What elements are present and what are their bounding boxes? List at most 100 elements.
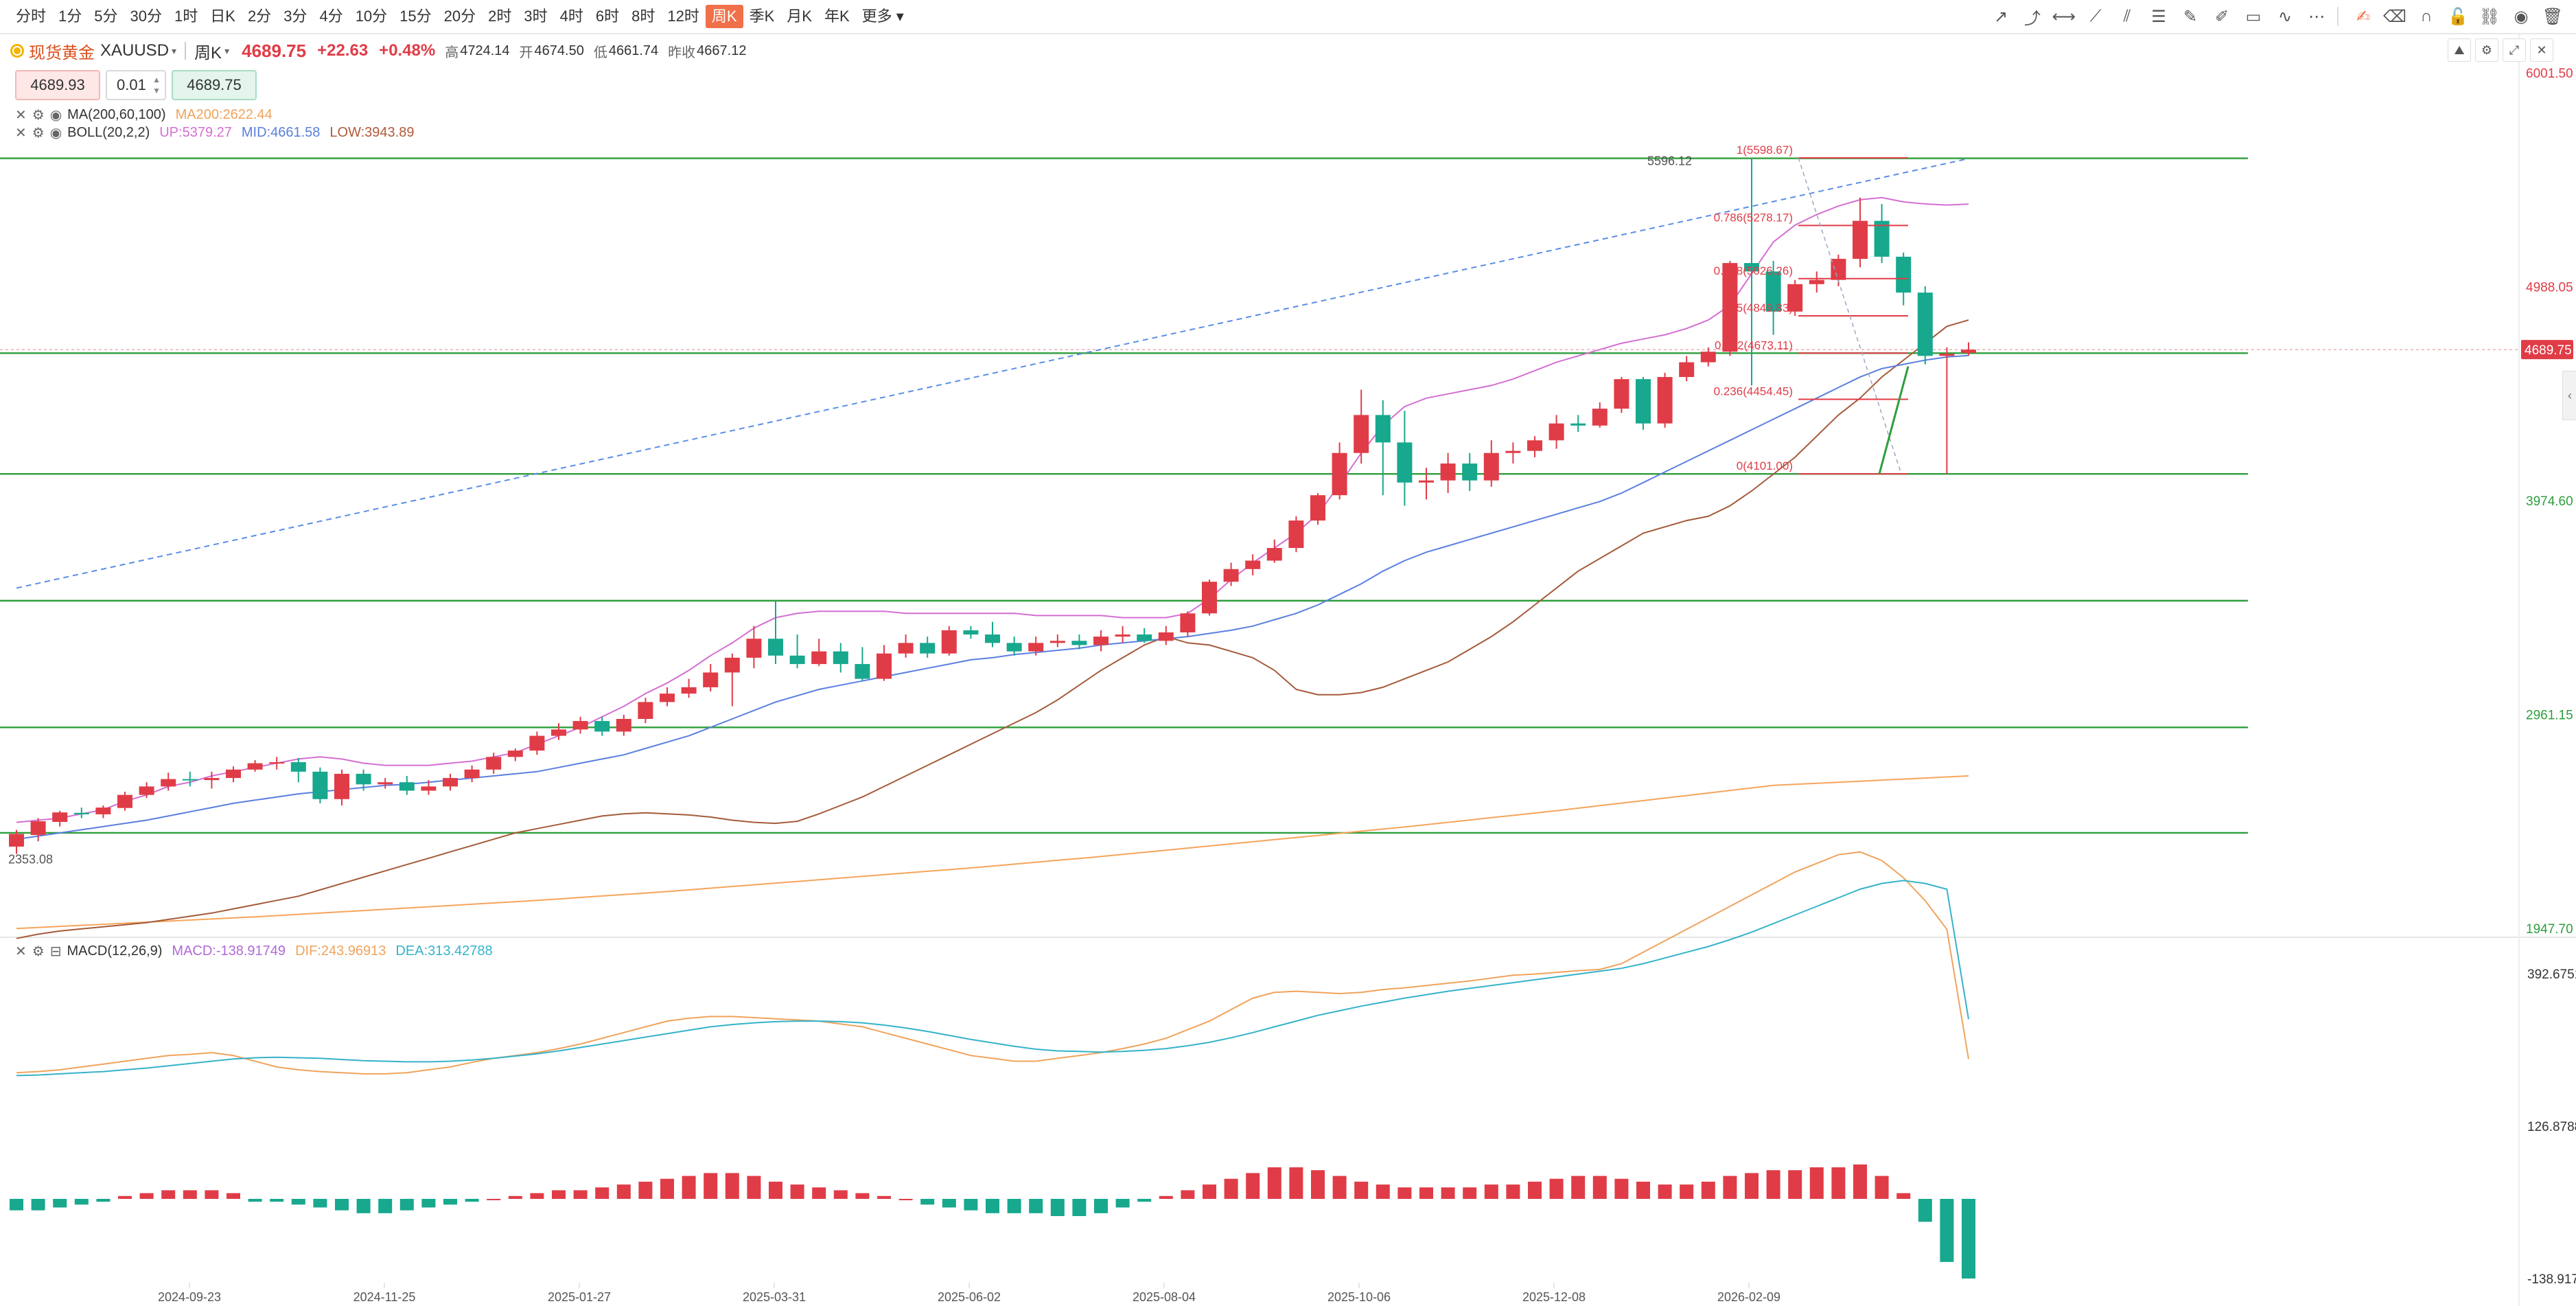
chain-icon[interactable]: ⛓ xyxy=(2479,7,2500,26)
macd-bar-7 xyxy=(161,1190,176,1199)
timeframe-14[interactable]: 4时 xyxy=(559,8,583,25)
brush-icon[interactable]: ✐ xyxy=(2214,7,2229,26)
fullscreen-icon[interactable]: ⤢ xyxy=(2503,38,2526,62)
eye-icon[interactable]: ◉ xyxy=(2514,7,2529,26)
timeframe-22[interactable]: 更多 ▾ xyxy=(861,8,904,25)
timeframe-4[interactable]: 1时 xyxy=(174,8,198,25)
ray-icon[interactable]: ⤴ xyxy=(2024,9,2041,28)
ma60-line xyxy=(16,319,1969,939)
macd-bar-82 xyxy=(1788,1170,1802,1199)
settings-icon[interactable]: ⚙ xyxy=(32,107,45,123)
wave-icon[interactable]: ∿ xyxy=(2277,7,2293,26)
timeframe-6[interactable]: 2分 xyxy=(247,8,272,25)
candle-body-12 xyxy=(269,762,285,764)
timeframe-10[interactable]: 15分 xyxy=(399,8,432,25)
timeframe-2[interactable]: 5分 xyxy=(94,8,118,25)
macd-bar-86 xyxy=(1875,1176,1889,1199)
symbol-code[interactable]: XAUUSD xyxy=(100,41,170,60)
eye-icon[interactable]: ◉ xyxy=(49,125,62,141)
timeframe-16[interactable]: 8时 xyxy=(631,8,655,25)
trend-line-icon[interactable]: ⟋ xyxy=(2089,7,2102,25)
candle-body-33 xyxy=(724,657,740,673)
buy-button[interactable]: 4689.75 xyxy=(172,70,257,100)
timeframe-7[interactable]: 3分 xyxy=(283,8,308,25)
settings-icon[interactable]: ⚙ xyxy=(2475,38,2498,62)
timeframe-17[interactable]: 12时 xyxy=(667,8,699,25)
date-label-4: 2025-06-02 xyxy=(938,1290,1001,1304)
timeframe-18[interactable]: 周K xyxy=(705,5,743,28)
timeframe-19[interactable]: 季K xyxy=(749,8,775,25)
candle-body-45 xyxy=(985,634,1000,643)
note-icon[interactable]: ✍ xyxy=(2356,7,2371,26)
timeframe-5[interactable]: 日K xyxy=(210,8,235,25)
macd-bar-72 xyxy=(1571,1176,1586,1199)
timeframe-1[interactable]: 1分 xyxy=(58,8,82,25)
macd-bar-26 xyxy=(573,1190,588,1199)
candle-body-15 xyxy=(334,773,349,799)
min-price-marker: 2353.08 xyxy=(8,852,53,866)
eye-icon[interactable]: ◉ xyxy=(49,107,62,123)
close-icon[interactable]: ✕ xyxy=(15,125,27,141)
period-selector[interactable]: 周K xyxy=(194,43,222,62)
candle-body-67 xyxy=(1462,463,1478,481)
boll-low-value: LOW:3943.89 xyxy=(329,124,415,140)
candle-body-54 xyxy=(1180,613,1196,632)
date-label-6: 2025-10-06 xyxy=(1327,1290,1391,1304)
macd-value: MACD:-138.91749 xyxy=(172,943,286,959)
candle-body-44 xyxy=(963,630,979,635)
close-icon[interactable]: ✕ xyxy=(2530,38,2553,62)
collapse-icon[interactable]: ⊟ xyxy=(49,943,62,959)
arrow-up-right-icon[interactable]: ↗ xyxy=(1993,7,2008,26)
candle-body-10 xyxy=(226,769,241,779)
candle-body-43 xyxy=(941,630,957,654)
macd-bar-31 xyxy=(682,1176,696,1199)
macd-bar-41 xyxy=(898,1198,913,1200)
rectangle-icon[interactable]: ▭ xyxy=(2245,7,2262,26)
boll-up-value: UP:5379.27 xyxy=(159,124,232,140)
more-dots-icon[interactable]: ⋯ xyxy=(2308,7,2325,26)
timeframe-8[interactable]: 4分 xyxy=(319,8,343,25)
macd-bar-58 xyxy=(1267,1167,1281,1199)
symbol-cn[interactable]: 现货黄金 xyxy=(29,43,95,62)
candle-body-52 xyxy=(1137,634,1152,641)
trash-icon[interactable]: 🗑 xyxy=(2542,7,2564,26)
timeframe-9[interactable]: 10分 xyxy=(355,8,388,25)
macd-bar-23 xyxy=(508,1195,522,1199)
sell-button[interactable]: 4689.93 xyxy=(15,70,100,100)
period-dropdown-icon[interactable]: ▾ xyxy=(224,45,230,56)
eraser-icon[interactable]: ⌫ xyxy=(2383,7,2406,26)
candle-body-34 xyxy=(746,639,762,658)
parallel-channel-icon[interactable]: ⫽ xyxy=(2123,7,2131,25)
macd-bar-24 xyxy=(530,1193,544,1199)
symbol-dropdown-icon[interactable]: ▾ xyxy=(172,45,177,56)
timeframe-12[interactable]: 2时 xyxy=(488,8,512,25)
dif-value: DIF:243.96913 xyxy=(295,943,386,959)
timeframe-0[interactable]: 分时 xyxy=(16,8,47,25)
lock-icon[interactable]: 🔓 xyxy=(2448,7,2468,26)
timeframe-15[interactable]: 6时 xyxy=(595,8,620,25)
timeframe-11[interactable]: 20分 xyxy=(443,8,476,25)
macd-axis-label-0: 392.67516 xyxy=(2527,967,2576,982)
timeframe-20[interactable]: 月K xyxy=(787,8,812,25)
settings-icon[interactable]: ⚙ xyxy=(32,125,45,141)
pen-icon[interactable]: ✎ xyxy=(2183,7,2198,26)
divider xyxy=(2337,7,2339,26)
quantity-stepper[interactable]: 0.01 ▲ ▼ xyxy=(106,70,166,100)
fib-icon[interactable]: ☰ xyxy=(2151,7,2166,26)
magnet-icon[interactable]: ∩ xyxy=(2420,7,2433,25)
settings-icon[interactable]: ⚙ xyxy=(32,943,45,959)
close-icon[interactable]: ✕ xyxy=(15,107,27,123)
stepper-arrows-icon[interactable]: ▲ ▼ xyxy=(152,75,161,95)
chart-type-icon[interactable]: ⛰ xyxy=(2448,38,2471,62)
candle-body-4 xyxy=(95,807,111,814)
candle-body-27 xyxy=(594,721,610,732)
horizontal-line-icon[interactable]: ⟷ xyxy=(2052,7,2076,26)
close-icon[interactable]: ✕ xyxy=(15,943,27,959)
side-panel-toggle-icon[interactable]: ‹ xyxy=(2562,371,2576,420)
macd-bar-52 xyxy=(1137,1198,1152,1202)
candle-body-26 xyxy=(572,721,588,730)
timeframe-21[interactable]: 年K xyxy=(824,8,850,25)
timeframe-13[interactable]: 3时 xyxy=(524,8,548,25)
timeframe-3[interactable]: 30分 xyxy=(130,8,162,25)
